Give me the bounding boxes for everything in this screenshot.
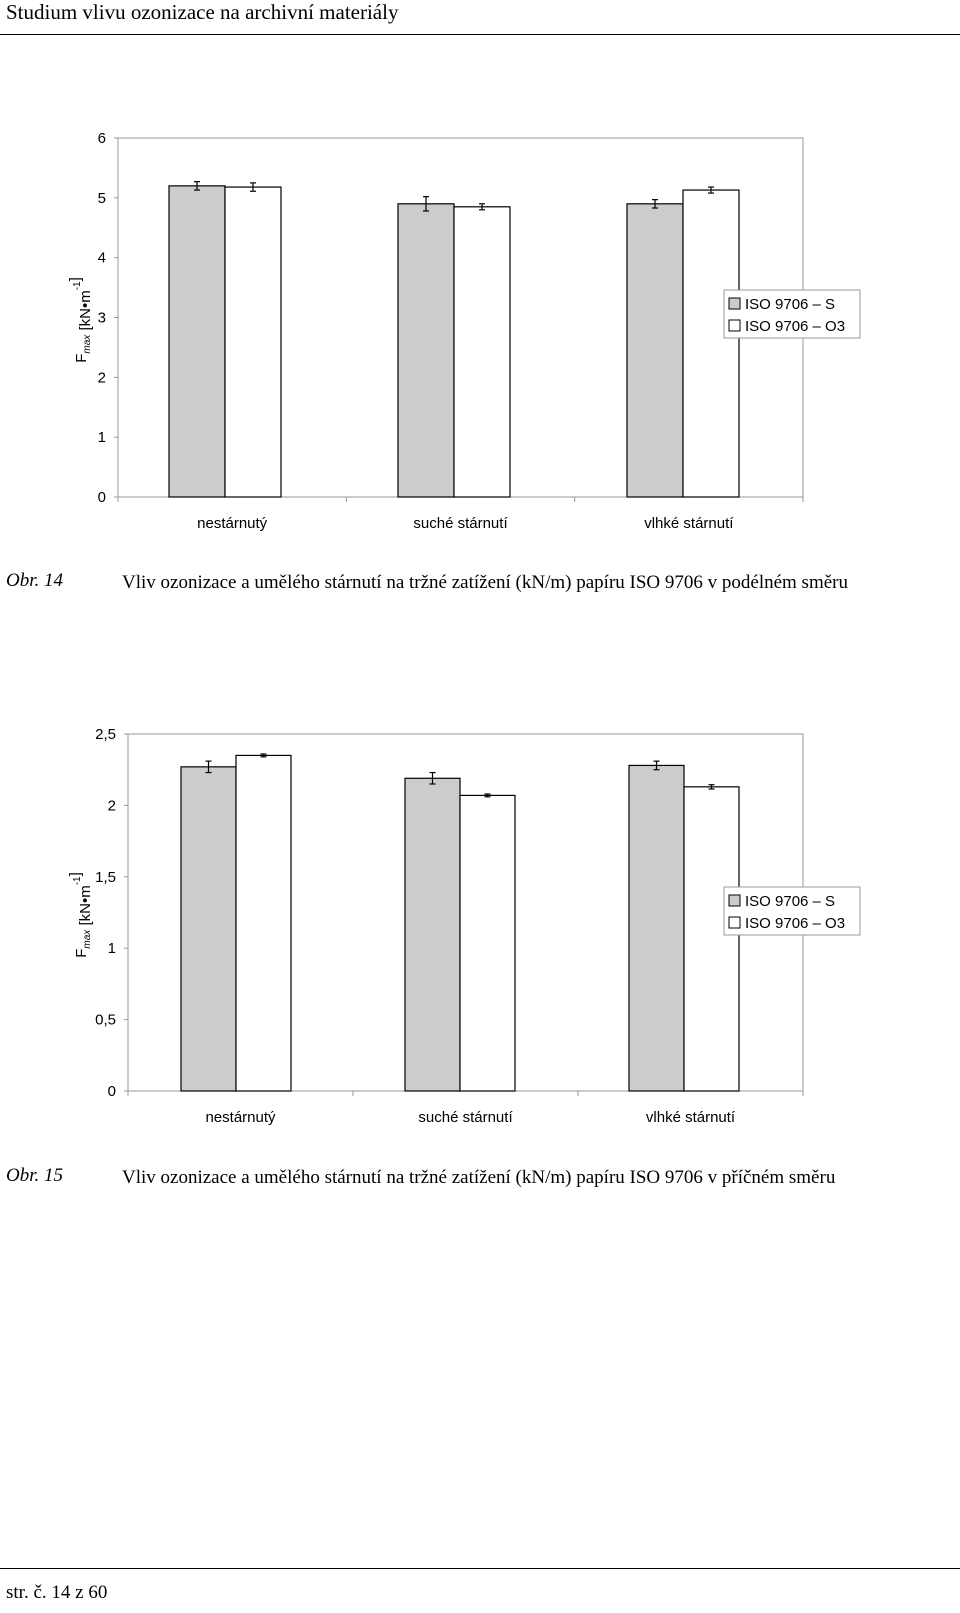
y-tick-label: 5 xyxy=(98,190,106,207)
y-tick-label: 1,5 xyxy=(95,869,116,886)
bar xyxy=(404,777,461,1092)
legend-swatch xyxy=(728,319,741,332)
legend-swatch xyxy=(728,894,741,907)
figure-14-caption: Vliv ozonizace a umělého stárnutí na trž… xyxy=(122,572,848,593)
bar xyxy=(682,189,740,498)
y-axis-label-part: [kN•m xyxy=(77,885,94,929)
y-tick-label: 0 xyxy=(108,1083,116,1100)
y-axis-label-part: max xyxy=(82,334,93,354)
x-category-label: suché stárnutí xyxy=(413,515,508,532)
x-category-label: nestárnutý xyxy=(197,515,268,532)
y-axis-label-part: max xyxy=(82,929,93,949)
chart-obr-15: 0 0,5 1 1,5 2 2,5 nestárnutý suché stárnutí vlhk… xyxy=(67,726,861,1126)
legend-label: ISO 9706 – S xyxy=(745,893,835,910)
bar xyxy=(224,186,282,498)
figure-15-label: Obr. 15 xyxy=(6,1165,64,1186)
y-tick-label: 4 xyxy=(98,250,106,267)
legend-box xyxy=(723,289,861,339)
y-axis-label: Fmax [kN•m-1] xyxy=(67,277,94,363)
y-tick-label: 1 xyxy=(98,429,106,446)
y-axis-label: Fmax [kN•m-1] xyxy=(67,872,94,958)
bar xyxy=(459,794,516,1092)
header-divider xyxy=(0,34,960,35)
y-tick-label: 2 xyxy=(98,369,106,386)
bar xyxy=(628,764,685,1092)
figure-14-label: Obr. 14 xyxy=(6,570,64,591)
x-category-label: vlhké stárnutí xyxy=(644,515,734,532)
x-category-label: vlhké stárnutí xyxy=(646,1109,736,1126)
y-axis-label-part: ] xyxy=(67,277,84,281)
y-tick-label: 3 xyxy=(98,310,106,327)
x-category-label: suché stárnutí xyxy=(418,1109,513,1126)
y-axis-label-part: [kN•m xyxy=(77,290,94,334)
y-tick-label: 2,5 xyxy=(95,726,116,743)
y-tick-label: 6 xyxy=(98,130,106,147)
bar xyxy=(235,754,292,1092)
legend-swatch xyxy=(728,916,741,929)
legend-label: ISO 9706 – O3 xyxy=(745,318,845,335)
x-category-label: nestárnutý xyxy=(205,1109,276,1126)
legend-box xyxy=(723,886,861,936)
bar xyxy=(168,185,226,498)
y-tick-label: 1 xyxy=(108,940,116,957)
legend-label: ISO 9706 – O3 xyxy=(745,915,845,932)
chart-obr-14: 0 1 2 3 4 5 6 nestárnutý suché stárnutí vlhké stá… xyxy=(67,130,861,532)
page-header-title: Studium vlivu ozonizace na archivní mate… xyxy=(6,0,399,24)
bar xyxy=(180,766,237,1092)
y-tick-label: 0,5 xyxy=(95,1012,116,1029)
bar xyxy=(397,203,455,498)
bar xyxy=(626,203,684,498)
bar xyxy=(453,206,511,498)
y-axis-label-part: ] xyxy=(67,872,84,876)
y-axis-label-part: F xyxy=(73,354,90,363)
y-axis-label-text: Fmax [kN•m-1] xyxy=(67,872,94,958)
legend-swatch xyxy=(728,297,741,310)
legend-label: ISO 9706 – S xyxy=(745,296,835,313)
y-tick-label: 0 xyxy=(98,489,106,506)
y-tick-label: 2 xyxy=(108,797,116,814)
bar xyxy=(683,786,740,1092)
page-number: str. č. 14 z 60 xyxy=(6,1582,108,1603)
y-axis-label-part: -1 xyxy=(72,281,83,290)
y-axis-label-part: -1 xyxy=(72,876,83,885)
footer-divider xyxy=(0,1568,960,1569)
y-axis-label-text: Fmax [kN•m-1] xyxy=(67,277,94,363)
y-axis-label-part: F xyxy=(73,949,90,958)
figure-15-caption: Vliv ozonizace a umělého stárnutí na trž… xyxy=(122,1167,836,1188)
